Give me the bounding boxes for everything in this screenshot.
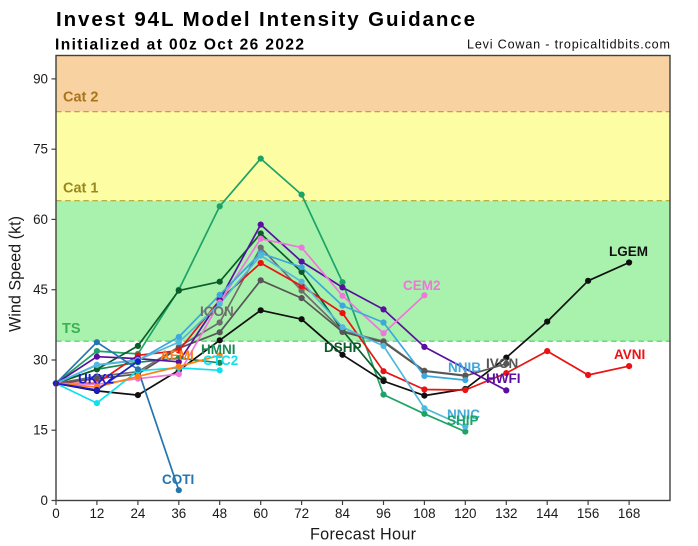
svg-text:UKX2: UKX2 bbox=[78, 372, 114, 387]
svg-text:60: 60 bbox=[33, 212, 48, 227]
svg-text:30: 30 bbox=[33, 353, 48, 368]
svg-text:15: 15 bbox=[33, 423, 48, 438]
svg-text:36: 36 bbox=[171, 506, 186, 521]
svg-text:48: 48 bbox=[212, 506, 227, 521]
svg-text:12: 12 bbox=[89, 506, 104, 521]
svg-text:60: 60 bbox=[253, 506, 268, 521]
svg-text:0: 0 bbox=[41, 493, 48, 508]
svg-text:AVNI: AVNI bbox=[614, 347, 645, 362]
svg-text:72: 72 bbox=[294, 506, 309, 521]
svg-text:Wind Speed (kt): Wind Speed (kt) bbox=[7, 216, 25, 332]
svg-text:90: 90 bbox=[33, 71, 48, 86]
svg-text:75: 75 bbox=[33, 142, 48, 157]
svg-text:156: 156 bbox=[577, 506, 599, 521]
svg-text:LGEM: LGEM bbox=[609, 244, 648, 259]
svg-text:0: 0 bbox=[52, 506, 59, 521]
svg-text:NNIB: NNIB bbox=[448, 360, 481, 375]
svg-text:132: 132 bbox=[495, 506, 517, 521]
svg-text:IVCN: IVCN bbox=[486, 356, 518, 371]
svg-text:24: 24 bbox=[130, 506, 145, 521]
svg-text:45: 45 bbox=[33, 282, 48, 297]
svg-text:Forecast Hour: Forecast Hour bbox=[310, 526, 417, 544]
svg-text:120: 120 bbox=[454, 506, 476, 521]
svg-text:NNIC: NNIC bbox=[447, 407, 480, 422]
svg-text:108: 108 bbox=[413, 506, 435, 521]
svg-text:SHIP: SHIP bbox=[447, 413, 479, 428]
svg-text:AEMI: AEMI bbox=[160, 348, 194, 363]
svg-text:HMNI: HMNI bbox=[201, 342, 236, 357]
svg-text:ICON: ICON bbox=[200, 304, 234, 319]
svg-text:TS: TS bbox=[62, 321, 81, 337]
svg-text:DSHP: DSHP bbox=[324, 340, 362, 355]
svg-text:Cat 2: Cat 2 bbox=[63, 90, 98, 106]
svg-text:CEM2: CEM2 bbox=[403, 278, 441, 293]
svg-text:Cat 1: Cat 1 bbox=[63, 181, 98, 197]
svg-text:CTC2: CTC2 bbox=[203, 353, 238, 368]
svg-text:Levi Cowan - tropicaltidbits.c: Levi Cowan - tropicaltidbits.com bbox=[467, 38, 670, 52]
svg-text:96: 96 bbox=[376, 506, 391, 521]
svg-text:Initialized at 00z Oct 26 2022: Initialized at 00z Oct 26 2022 bbox=[55, 37, 304, 54]
svg-text:84: 84 bbox=[335, 506, 350, 521]
svg-text:168: 168 bbox=[618, 506, 640, 521]
svg-text:HWFI: HWFI bbox=[486, 371, 521, 386]
svg-text:144: 144 bbox=[536, 506, 559, 521]
svg-text:COTI: COTI bbox=[162, 472, 194, 487]
